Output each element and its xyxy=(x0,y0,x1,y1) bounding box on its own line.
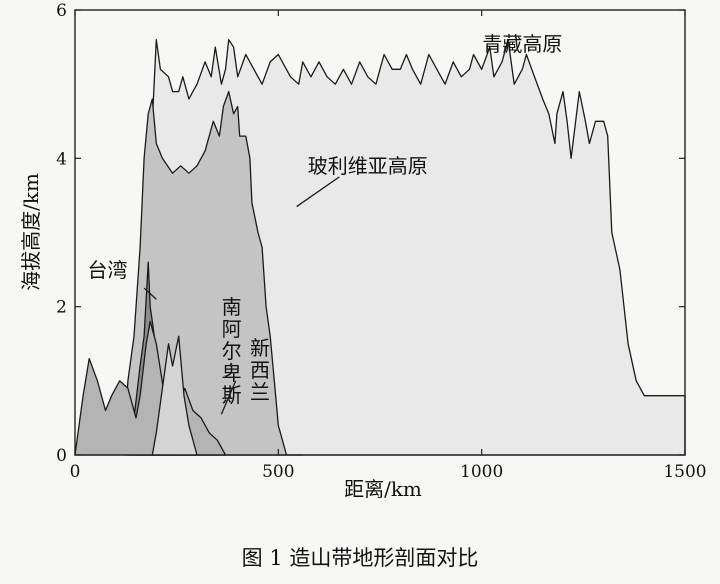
x-tick-label: 500 xyxy=(262,462,294,482)
x-tick-label: 1500 xyxy=(663,462,706,482)
area-0 xyxy=(135,39,686,456)
series-areas xyxy=(74,39,686,456)
y-tick-label: 0 xyxy=(56,446,67,466)
y-tick-label: 6 xyxy=(56,1,67,21)
leader-line xyxy=(143,287,157,300)
plot-frame xyxy=(74,9,686,456)
series-label: 玻利维亚高原 xyxy=(308,154,428,178)
figure-caption: 图 1 造山带地形剖面对比 xyxy=(242,546,479,570)
label-leader-lines xyxy=(143,176,340,415)
area-4 xyxy=(151,335,198,456)
series-label-vertical: 新西兰 xyxy=(250,336,270,404)
x-axis-title: 距离/km xyxy=(344,477,422,501)
series-label-vertical: 南阿尔卑斯 xyxy=(222,295,242,407)
series-label: 台湾 xyxy=(88,258,128,282)
axis-ticks: 0 500 1000 1500 0 2 4 6 xyxy=(56,1,706,482)
x-tick-label: 1000 xyxy=(460,462,503,482)
leader-line xyxy=(220,380,237,415)
series-label: 青藏高原 xyxy=(482,32,562,56)
y-tick-label: 4 xyxy=(56,149,67,169)
y-axis-title: 海拔高度/km xyxy=(19,173,43,291)
x-tick-label: 0 xyxy=(70,462,81,482)
leader-line xyxy=(296,176,340,208)
y-tick-label: 2 xyxy=(56,298,67,318)
